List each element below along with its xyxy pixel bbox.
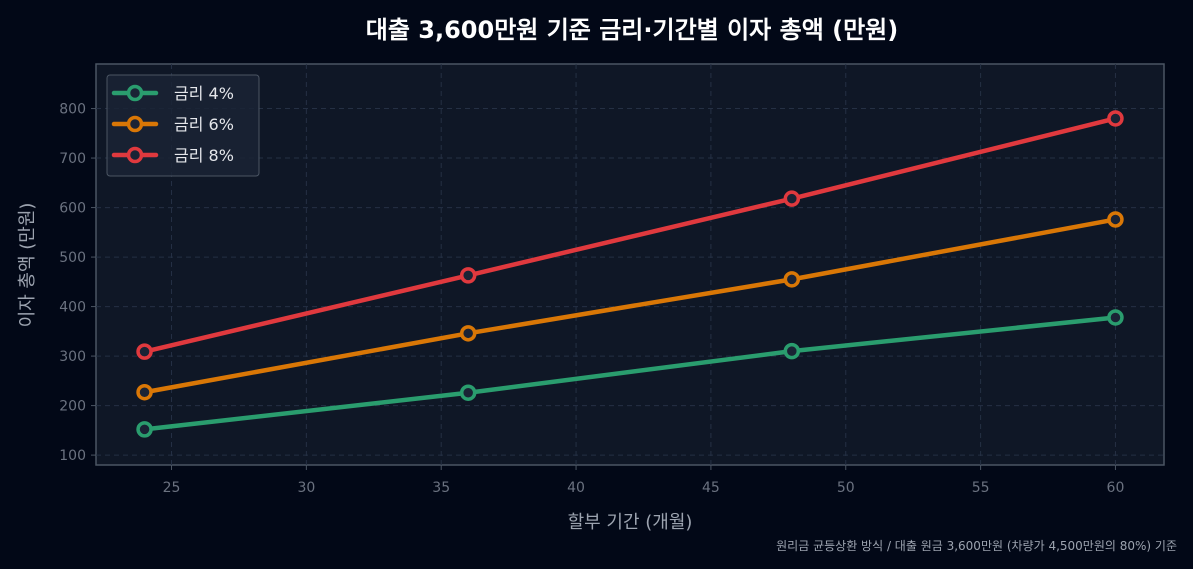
data-point xyxy=(783,271,801,288)
chart-title: 대출 3,600만원 기준 금리·기간별 이자 총액 (만원) xyxy=(366,16,898,44)
legend-box xyxy=(106,74,260,177)
y-tick-label: 500 xyxy=(59,250,86,266)
series-line xyxy=(142,116,1118,354)
legend-label: 금리 4% xyxy=(174,84,234,103)
x-axis-ticks: 25 30 35 40 45 50 55 60 xyxy=(163,465,1125,496)
legend-label: 금리 6% xyxy=(174,115,234,134)
x-tick-label: 45 xyxy=(702,480,720,496)
footnote: 원리금 균등상환 방식 / 대출 원금 3,600만원 (차량가 4,500만원… xyxy=(776,539,1177,553)
y-tick-label: 200 xyxy=(59,399,86,415)
x-tick-label: 60 xyxy=(1107,480,1125,496)
legend-swatch-marker xyxy=(126,84,144,102)
data-point xyxy=(1107,211,1124,228)
y-tick-label: 100 xyxy=(59,448,86,464)
series-line xyxy=(142,315,1118,432)
x-axis-label: 할부 기간 (개월) xyxy=(568,512,693,533)
data-point xyxy=(459,267,477,284)
legend-item: 금리 8% xyxy=(111,146,234,165)
y-tick-label: 800 xyxy=(59,102,86,118)
data-point xyxy=(459,325,477,342)
series-1 xyxy=(136,309,1124,438)
x-tick-label: 40 xyxy=(567,480,585,496)
plot-area xyxy=(95,63,1165,466)
data-point xyxy=(136,383,153,401)
series-3 xyxy=(136,110,1124,360)
series-line xyxy=(142,217,1118,395)
legend: 금리 4% 금리 6% 금리 8% xyxy=(106,74,260,177)
legend-label: 금리 8% xyxy=(174,146,234,165)
y-axis-label: 이자 총액 (만원) xyxy=(17,203,38,328)
legend-swatch-marker xyxy=(126,115,144,133)
x-tick-label: 35 xyxy=(432,480,450,496)
x-tick-label: 30 xyxy=(297,480,315,496)
y-axis-ticks: 100 200 300 400 500 600 700 800 xyxy=(59,102,96,464)
data-point xyxy=(1107,309,1124,326)
data-point xyxy=(459,384,477,401)
x-tick-label: 25 xyxy=(163,480,181,496)
data-point xyxy=(783,342,801,360)
x-tick-label: 55 xyxy=(972,480,990,496)
data-point xyxy=(136,421,153,438)
y-tick-label: 400 xyxy=(59,300,86,316)
y-tick-label: 600 xyxy=(59,201,86,217)
x-tick-label: 50 xyxy=(837,480,855,496)
y-tick-label: 700 xyxy=(59,151,86,167)
legend-item: 금리 6% xyxy=(111,115,234,134)
legend-swatch-marker xyxy=(126,146,144,164)
y-tick-label: 300 xyxy=(59,349,86,365)
legend-item: 금리 4% xyxy=(111,84,234,103)
series-2 xyxy=(136,211,1124,401)
data-point xyxy=(136,343,153,360)
data-point xyxy=(783,190,801,207)
data-point xyxy=(1107,110,1124,127)
series-lines xyxy=(136,110,1124,438)
